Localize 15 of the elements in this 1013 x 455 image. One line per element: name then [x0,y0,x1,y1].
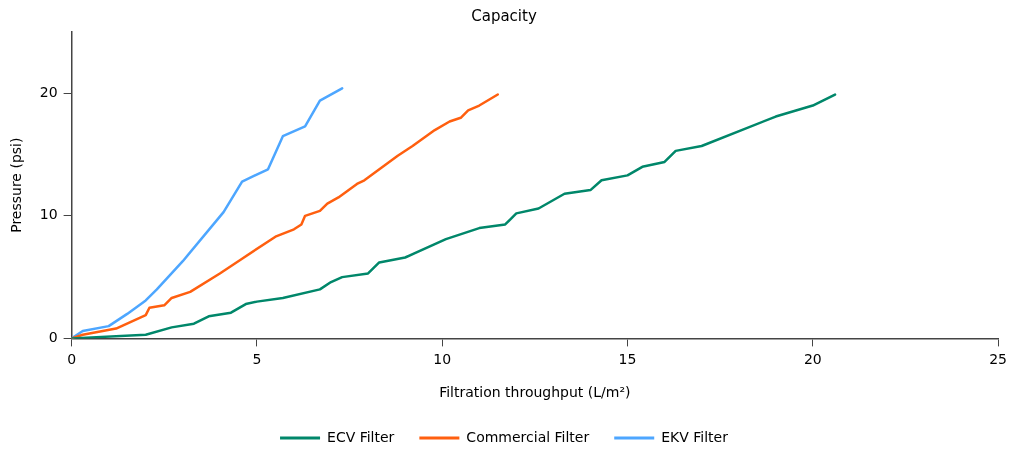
y-tick-label: 20 [39,83,58,100]
x-tick-label: 25 [989,351,1008,368]
y-axis-title: Pressure (psi) [8,137,25,233]
x-tick-label: 15 [618,351,637,368]
x-axis-title: Filtration throughput (L/m²) [439,384,631,401]
x-tick-label: 0 [67,351,77,368]
x-tick-label: 10 [433,351,452,368]
y-tick-label: 0 [48,329,58,346]
y-tick-label: 10 [39,206,58,223]
legend-label: EKV Filter [661,428,729,445]
x-tick-label: 5 [252,351,262,368]
x-tick-label: 20 [803,351,822,368]
chart-title: Capacity [471,6,537,25]
legend-label: ECV Filter [327,428,395,445]
legend-label: Commercial Filter [466,428,590,445]
